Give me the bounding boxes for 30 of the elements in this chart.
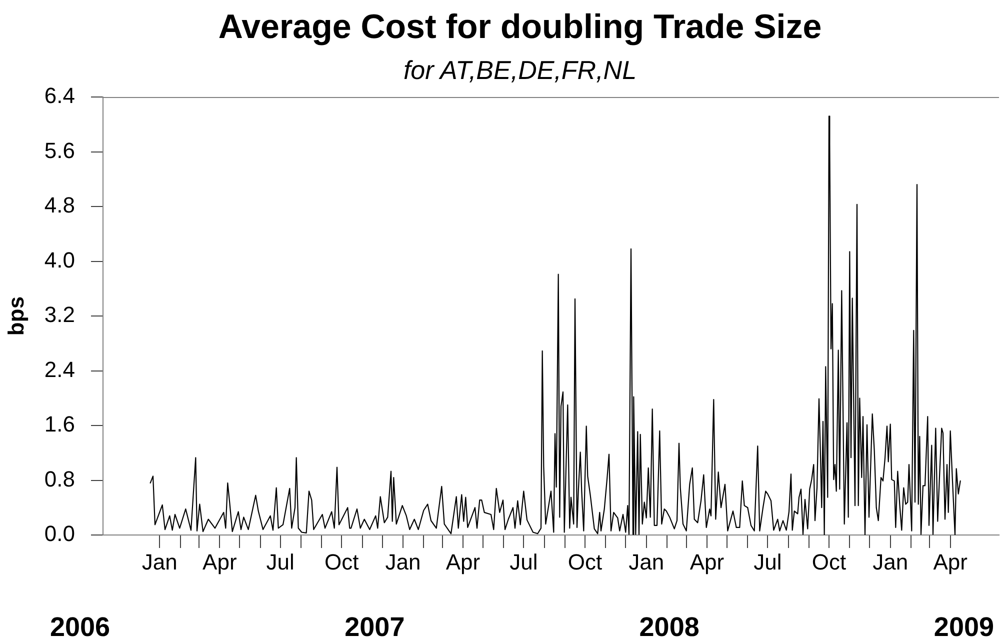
text: 2006 bbox=[50, 611, 110, 643]
y-tick-label: 0.8 bbox=[44, 466, 75, 492]
x-tick-label: Jan bbox=[142, 549, 178, 574]
y-tick-label: 2.4 bbox=[44, 356, 75, 382]
x-tick-label: Apr bbox=[690, 549, 724, 574]
y-tick-label: 5.6 bbox=[44, 138, 75, 163]
y-tick-label: 1.6 bbox=[44, 412, 75, 437]
y-tick-label: 4.0 bbox=[44, 247, 75, 272]
y-axis-title: bps bbox=[3, 296, 28, 336]
y-tick-label: 0.0 bbox=[44, 521, 75, 546]
text: 2009 bbox=[934, 611, 994, 643]
x-tick-label: Apr bbox=[933, 549, 968, 574]
x-tick-label: Apr bbox=[202, 549, 237, 574]
y-tick-label: 3.2 bbox=[44, 302, 75, 328]
x-tick-label: Oct bbox=[812, 549, 846, 574]
x-tick-label: Jul bbox=[510, 549, 538, 574]
chart-subtitle: for AT,BE,DE,FR,NL bbox=[402, 55, 638, 85]
chart-title: Average Cost for doubling Trade Size bbox=[217, 7, 823, 47]
x-tick-label: Apr bbox=[446, 549, 480, 574]
x-tick-label: Jul bbox=[266, 549, 294, 574]
y-tick-label: 6.4 bbox=[44, 83, 75, 108]
x-tick-label: Jul bbox=[754, 549, 782, 574]
y-tick-label: 4.8 bbox=[44, 192, 75, 218]
text: 2008 bbox=[639, 611, 700, 643]
x-tick-label: Jan bbox=[872, 549, 908, 574]
text: 2007 bbox=[344, 611, 405, 643]
x-tick-label: Jan bbox=[628, 549, 664, 574]
x-tick-label: Oct bbox=[568, 549, 602, 574]
x-tick-label: Oct bbox=[324, 549, 359, 574]
x-tick-label: Jan bbox=[385, 549, 421, 574]
